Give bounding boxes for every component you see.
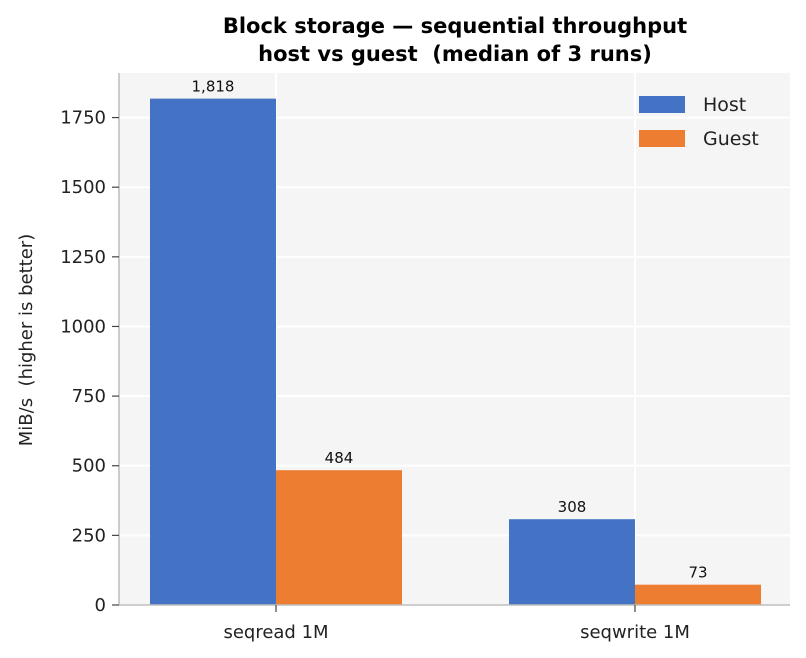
- data-label-host-1: 308: [558, 498, 587, 516]
- y-tick-label: 1750: [60, 108, 106, 129]
- x-tick-label: seqread 1M: [223, 622, 328, 643]
- y-axis-ticks: 0 250 500 750 1000 1250 1500 1750: [60, 108, 119, 616]
- y-tick-label: 1500: [60, 177, 106, 198]
- legend: Host Guest: [639, 94, 759, 150]
- y-tick-label: 1250: [60, 247, 106, 268]
- legend-swatch-guest: [639, 130, 685, 147]
- chart-subtitle: host vs guest (median of 3 runs): [258, 42, 652, 66]
- chart-title: Block storage — sequential throughput: [223, 14, 687, 38]
- legend-swatch-host: [639, 96, 685, 113]
- bar-guest-0: [276, 470, 402, 605]
- x-axis-ticks: seqread 1M seqwrite 1M: [223, 605, 690, 643]
- x-tick-label: seqwrite 1M: [580, 622, 690, 643]
- bar-guest-1: [635, 584, 761, 605]
- data-label-guest-1: 73: [688, 564, 707, 582]
- y-tick-label: 0: [95, 595, 106, 616]
- y-tick-label: 1000: [60, 316, 106, 337]
- bars: [150, 98, 761, 606]
- data-label-guest-0: 484: [325, 449, 354, 467]
- y-tick-label: 750: [72, 386, 106, 407]
- y-tick-label: 250: [72, 525, 106, 546]
- axes: [118, 73, 790, 606]
- bar-host-0: [150, 98, 276, 606]
- y-axis-label: MiB/s (higher is better): [16, 234, 37, 446]
- data-labels: 1,818 308 484 73: [192, 78, 708, 582]
- legend-label-guest: Guest: [703, 128, 759, 150]
- data-label-host-0: 1,818: [192, 78, 235, 96]
- legend-label-host: Host: [703, 94, 746, 116]
- y-tick-label: 500: [72, 456, 106, 477]
- bar-host-1: [509, 519, 635, 605]
